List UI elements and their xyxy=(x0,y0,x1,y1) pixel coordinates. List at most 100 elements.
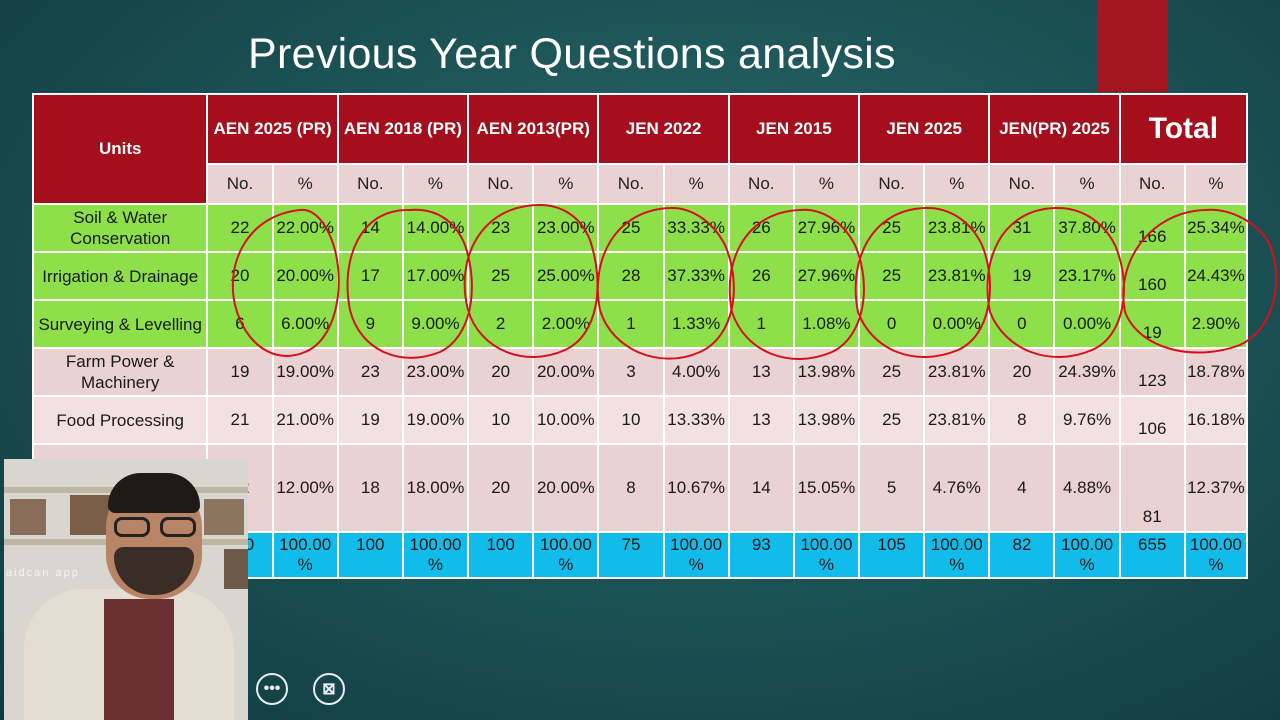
percent-cell: 21.00% xyxy=(271,395,339,445)
person-shirt xyxy=(104,599,174,720)
percent-cell: 23.17% xyxy=(1053,251,1121,301)
accent-bar xyxy=(1097,0,1168,92)
count-cell: 19 xyxy=(336,395,404,445)
percent-cell: 23.81% xyxy=(923,251,991,301)
count-cell: 22 xyxy=(206,203,274,253)
percent-cell: 16.18% xyxy=(1183,395,1249,445)
percent-cell: 2.00% xyxy=(532,299,600,349)
no-subheader: No. xyxy=(1118,163,1186,205)
count-cell: 25 xyxy=(858,395,926,445)
percent-cell: 100.00 % xyxy=(792,531,861,579)
count-cell: 105 xyxy=(858,531,926,579)
pct-subheader: % xyxy=(401,163,470,205)
percent-cell: 0.00% xyxy=(923,299,991,349)
exam-header: JEN 2025 xyxy=(858,93,991,165)
percent-cell: 18.00% xyxy=(401,443,470,533)
unit-name-cell: Food Processing xyxy=(31,395,209,445)
count-cell: 26 xyxy=(727,203,795,253)
glasses-icon xyxy=(114,517,198,537)
percent-cell: 23.00% xyxy=(401,347,470,397)
count-cell: 5 xyxy=(858,443,926,533)
person-hair xyxy=(108,473,200,513)
unit-name-cell: Surveying & Levelling xyxy=(31,299,209,349)
header-row: Units AEN 2025 (PR) AEN 2018 (PR) AEN 20… xyxy=(31,93,1249,205)
count-cell: 166 xyxy=(1118,203,1186,253)
count-cell: 2 xyxy=(467,299,535,349)
count-cell: 81 xyxy=(1118,443,1186,533)
pct-subheader: % xyxy=(662,163,730,205)
exam-header: AEN 2013(PR) xyxy=(467,93,600,165)
percent-cell: 6.00% xyxy=(271,299,339,349)
count-cell: 3 xyxy=(597,347,665,397)
percent-cell: 17.00% xyxy=(401,251,470,301)
count-cell: 0 xyxy=(988,299,1056,349)
exam-header: AEN 2018 (PR) xyxy=(336,93,470,165)
percent-cell: 13.98% xyxy=(792,395,861,445)
count-cell: 19 xyxy=(206,347,274,397)
percent-cell: 18.78% xyxy=(1183,347,1249,397)
percent-cell: 27.96% xyxy=(792,251,861,301)
count-cell: 25 xyxy=(597,203,665,253)
percent-cell: 23.00% xyxy=(532,203,600,253)
unit-name-cell: Farm Power & Machinery xyxy=(31,347,209,397)
units-header: Units xyxy=(31,93,209,205)
pct-subheader: % xyxy=(792,163,861,205)
percent-cell: 23.81% xyxy=(923,395,991,445)
percent-cell: 12.37% xyxy=(1183,443,1249,533)
count-cell: 1 xyxy=(727,299,795,349)
count-cell: 75 xyxy=(597,531,665,579)
no-subheader: No. xyxy=(206,163,274,205)
percent-cell: 4.88% xyxy=(1053,443,1121,533)
pct-subheader: % xyxy=(923,163,991,205)
presenter-view-button[interactable]: ⊠ xyxy=(313,673,345,705)
count-cell: 25 xyxy=(858,251,926,301)
count-cell: 10 xyxy=(597,395,665,445)
percent-cell: 37.80% xyxy=(1053,203,1121,253)
percent-cell: 9.00% xyxy=(401,299,470,349)
more-options-button[interactable]: ••• xyxy=(256,673,288,705)
count-cell: 8 xyxy=(597,443,665,533)
no-subheader: No. xyxy=(727,163,795,205)
count-cell: 14 xyxy=(336,203,404,253)
count-cell: 14 xyxy=(727,443,795,533)
percent-cell: 24.39% xyxy=(1053,347,1121,397)
count-cell: 123 xyxy=(1118,347,1186,397)
percent-cell: 20.00% xyxy=(532,443,600,533)
count-cell: 18 xyxy=(336,443,404,533)
pct-subheader: % xyxy=(271,163,339,205)
percent-cell: 37.33% xyxy=(662,251,730,301)
percent-cell: 100.00 % xyxy=(1183,531,1249,579)
no-subheader: No. xyxy=(858,163,926,205)
percent-cell: 9.76% xyxy=(1053,395,1121,445)
count-cell: 4 xyxy=(988,443,1056,533)
count-cell: 25 xyxy=(858,203,926,253)
count-cell: 26 xyxy=(727,251,795,301)
count-cell: 100 xyxy=(336,531,404,579)
percent-cell: 24.43% xyxy=(1183,251,1249,301)
percent-cell: 13.33% xyxy=(662,395,730,445)
count-cell: 17 xyxy=(336,251,404,301)
percent-cell: 1.08% xyxy=(792,299,861,349)
percent-cell: 20.00% xyxy=(532,347,600,397)
unit-row: Farm Power & Machinery 19 19.00% 23 23.00% 20… xyxy=(31,347,1249,397)
percent-cell: 10.67% xyxy=(662,443,730,533)
percent-cell: 13.98% xyxy=(792,347,861,397)
pct-subheader: % xyxy=(532,163,600,205)
count-cell: 20 xyxy=(206,251,274,301)
unit-name-cell: Irrigation & Drainage xyxy=(31,251,209,301)
percent-cell: 10.00% xyxy=(532,395,600,445)
count-cell: 82 xyxy=(988,531,1056,579)
total-header: Total xyxy=(1118,93,1249,165)
count-cell: 9 xyxy=(336,299,404,349)
count-cell: 25 xyxy=(467,251,535,301)
count-cell: 19 xyxy=(1118,299,1186,349)
percent-cell: 15.05% xyxy=(792,443,861,533)
exam-header: JEN(PR) 2025 xyxy=(988,93,1121,165)
count-cell: 0 xyxy=(858,299,926,349)
unit-row: Food Processing 21 21.00% 19 19.00% 10 10.00% 1… xyxy=(31,395,1249,445)
count-cell: 6 xyxy=(206,299,274,349)
exam-header: JEN 2022 xyxy=(597,93,730,165)
no-subheader: No. xyxy=(467,163,535,205)
percent-cell: 20.00% xyxy=(271,251,339,301)
count-cell: 20 xyxy=(467,443,535,533)
